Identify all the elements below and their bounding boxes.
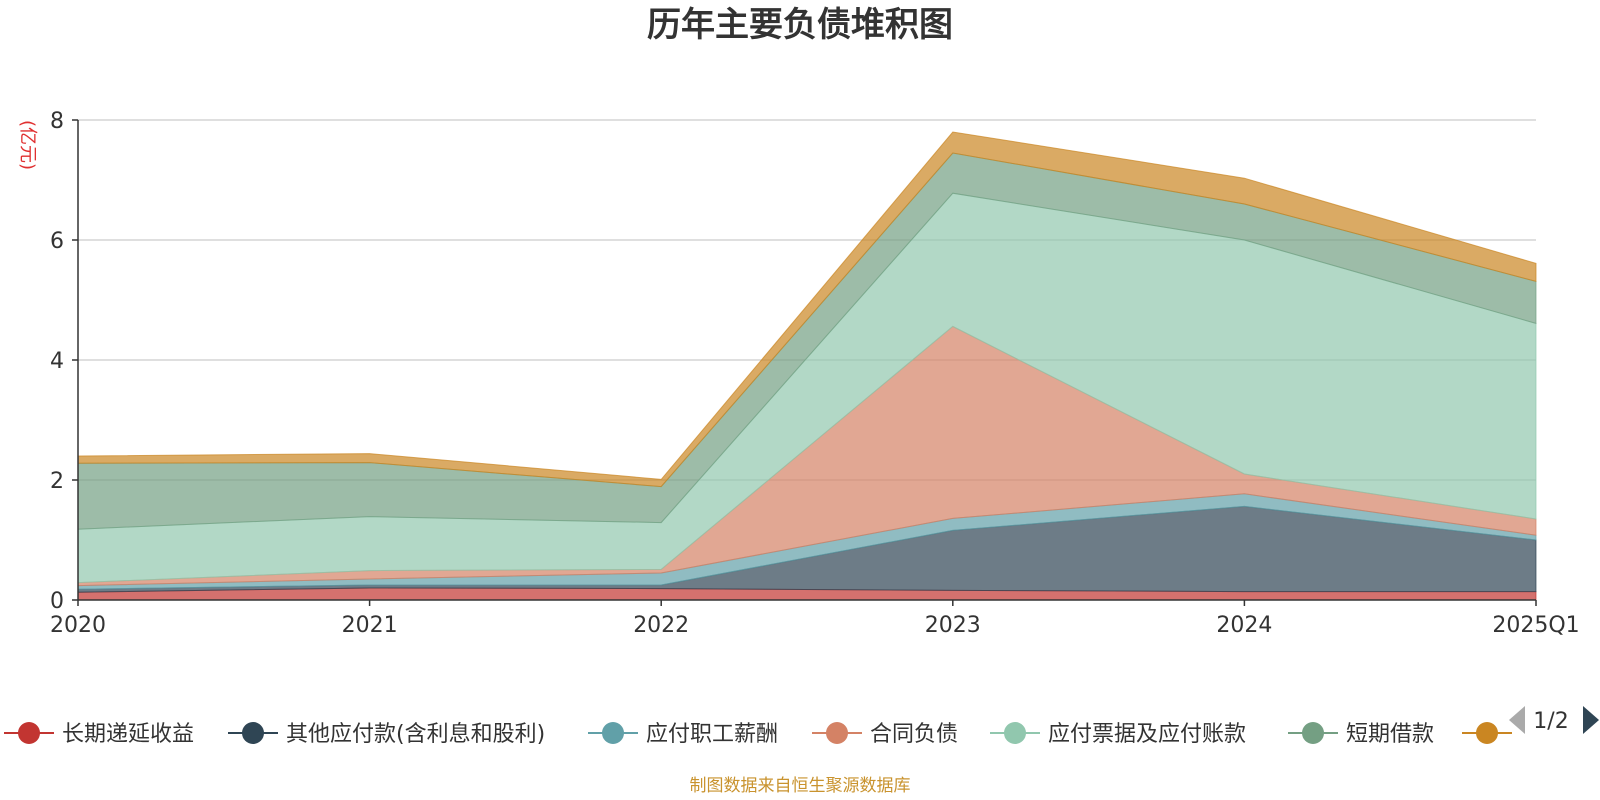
legend-item-3[interactable]: 合同负债	[812, 722, 958, 747]
x-tick-label: 2021	[342, 613, 398, 638]
legend-item-6[interactable]	[1462, 722, 1512, 744]
legend-item-2[interactable]: 应付职工薪酬	[588, 722, 778, 747]
legend-item-0[interactable]: 长期递延收益	[4, 722, 194, 747]
legend-marker-icon	[18, 722, 40, 744]
legend-label: 应付职工薪酬	[646, 722, 778, 747]
legend-item-5[interactable]: 短期借款	[1288, 722, 1434, 747]
legend-marker-icon	[1004, 722, 1026, 744]
y-axis-unit-label: (亿元)	[17, 120, 38, 170]
legend-label: 应付票据及应付账款	[1048, 722, 1246, 747]
pager-text: 1/2	[1533, 709, 1568, 734]
legend-marker-icon	[602, 722, 624, 744]
legend-marker-icon	[242, 722, 264, 744]
legend-label: 长期递延收益	[62, 722, 194, 747]
chart-title: 历年主要负债堆积图	[647, 5, 953, 45]
x-tick-label: 2025Q1	[1492, 613, 1579, 638]
x-tick-label: 2022	[633, 613, 689, 638]
x-tick-label: 2023	[925, 613, 981, 638]
legend-marker-icon	[1476, 722, 1498, 744]
y-tick-label: 4	[50, 349, 64, 374]
data-source-footer: 制图数据来自恒生聚源数据库	[690, 776, 911, 796]
legend-label: 其他应付款(含利息和股利)	[286, 722, 545, 747]
axes: 0 2 4 6 8 2020 2021 2022 2023 2024 2025Q1	[50, 109, 1580, 638]
pager-prev-icon[interactable]	[1509, 706, 1525, 734]
legend-pager: 1/2	[1509, 706, 1599, 734]
legend-item-4[interactable]: 应付票据及应付账款	[990, 722, 1246, 747]
legend-marker-icon	[826, 722, 848, 744]
area-series	[77, 131, 1537, 601]
y-tick-label: 8	[50, 109, 64, 134]
y-tick-label: 2	[50, 469, 64, 494]
area-series-6	[77, 131, 1537, 488]
y-tick-label: 6	[50, 229, 64, 254]
legend-item-1[interactable]: 其他应付款(含利息和股利)	[228, 722, 545, 747]
legend-marker-icon	[1302, 722, 1324, 744]
y-tick-label: 0	[50, 589, 64, 614]
pager-next-icon[interactable]	[1583, 706, 1599, 734]
legend-label: 合同负债	[870, 722, 958, 747]
x-tick-label: 2020	[50, 613, 106, 638]
legend: 长期递延收益 其他应付款(含利息和股利) 应付职工薪酬 合同负债 应付票据及应付账款 短期…	[4, 722, 1512, 747]
legend-label: 短期借款	[1346, 722, 1434, 747]
x-tick-label: 2024	[1216, 613, 1272, 638]
